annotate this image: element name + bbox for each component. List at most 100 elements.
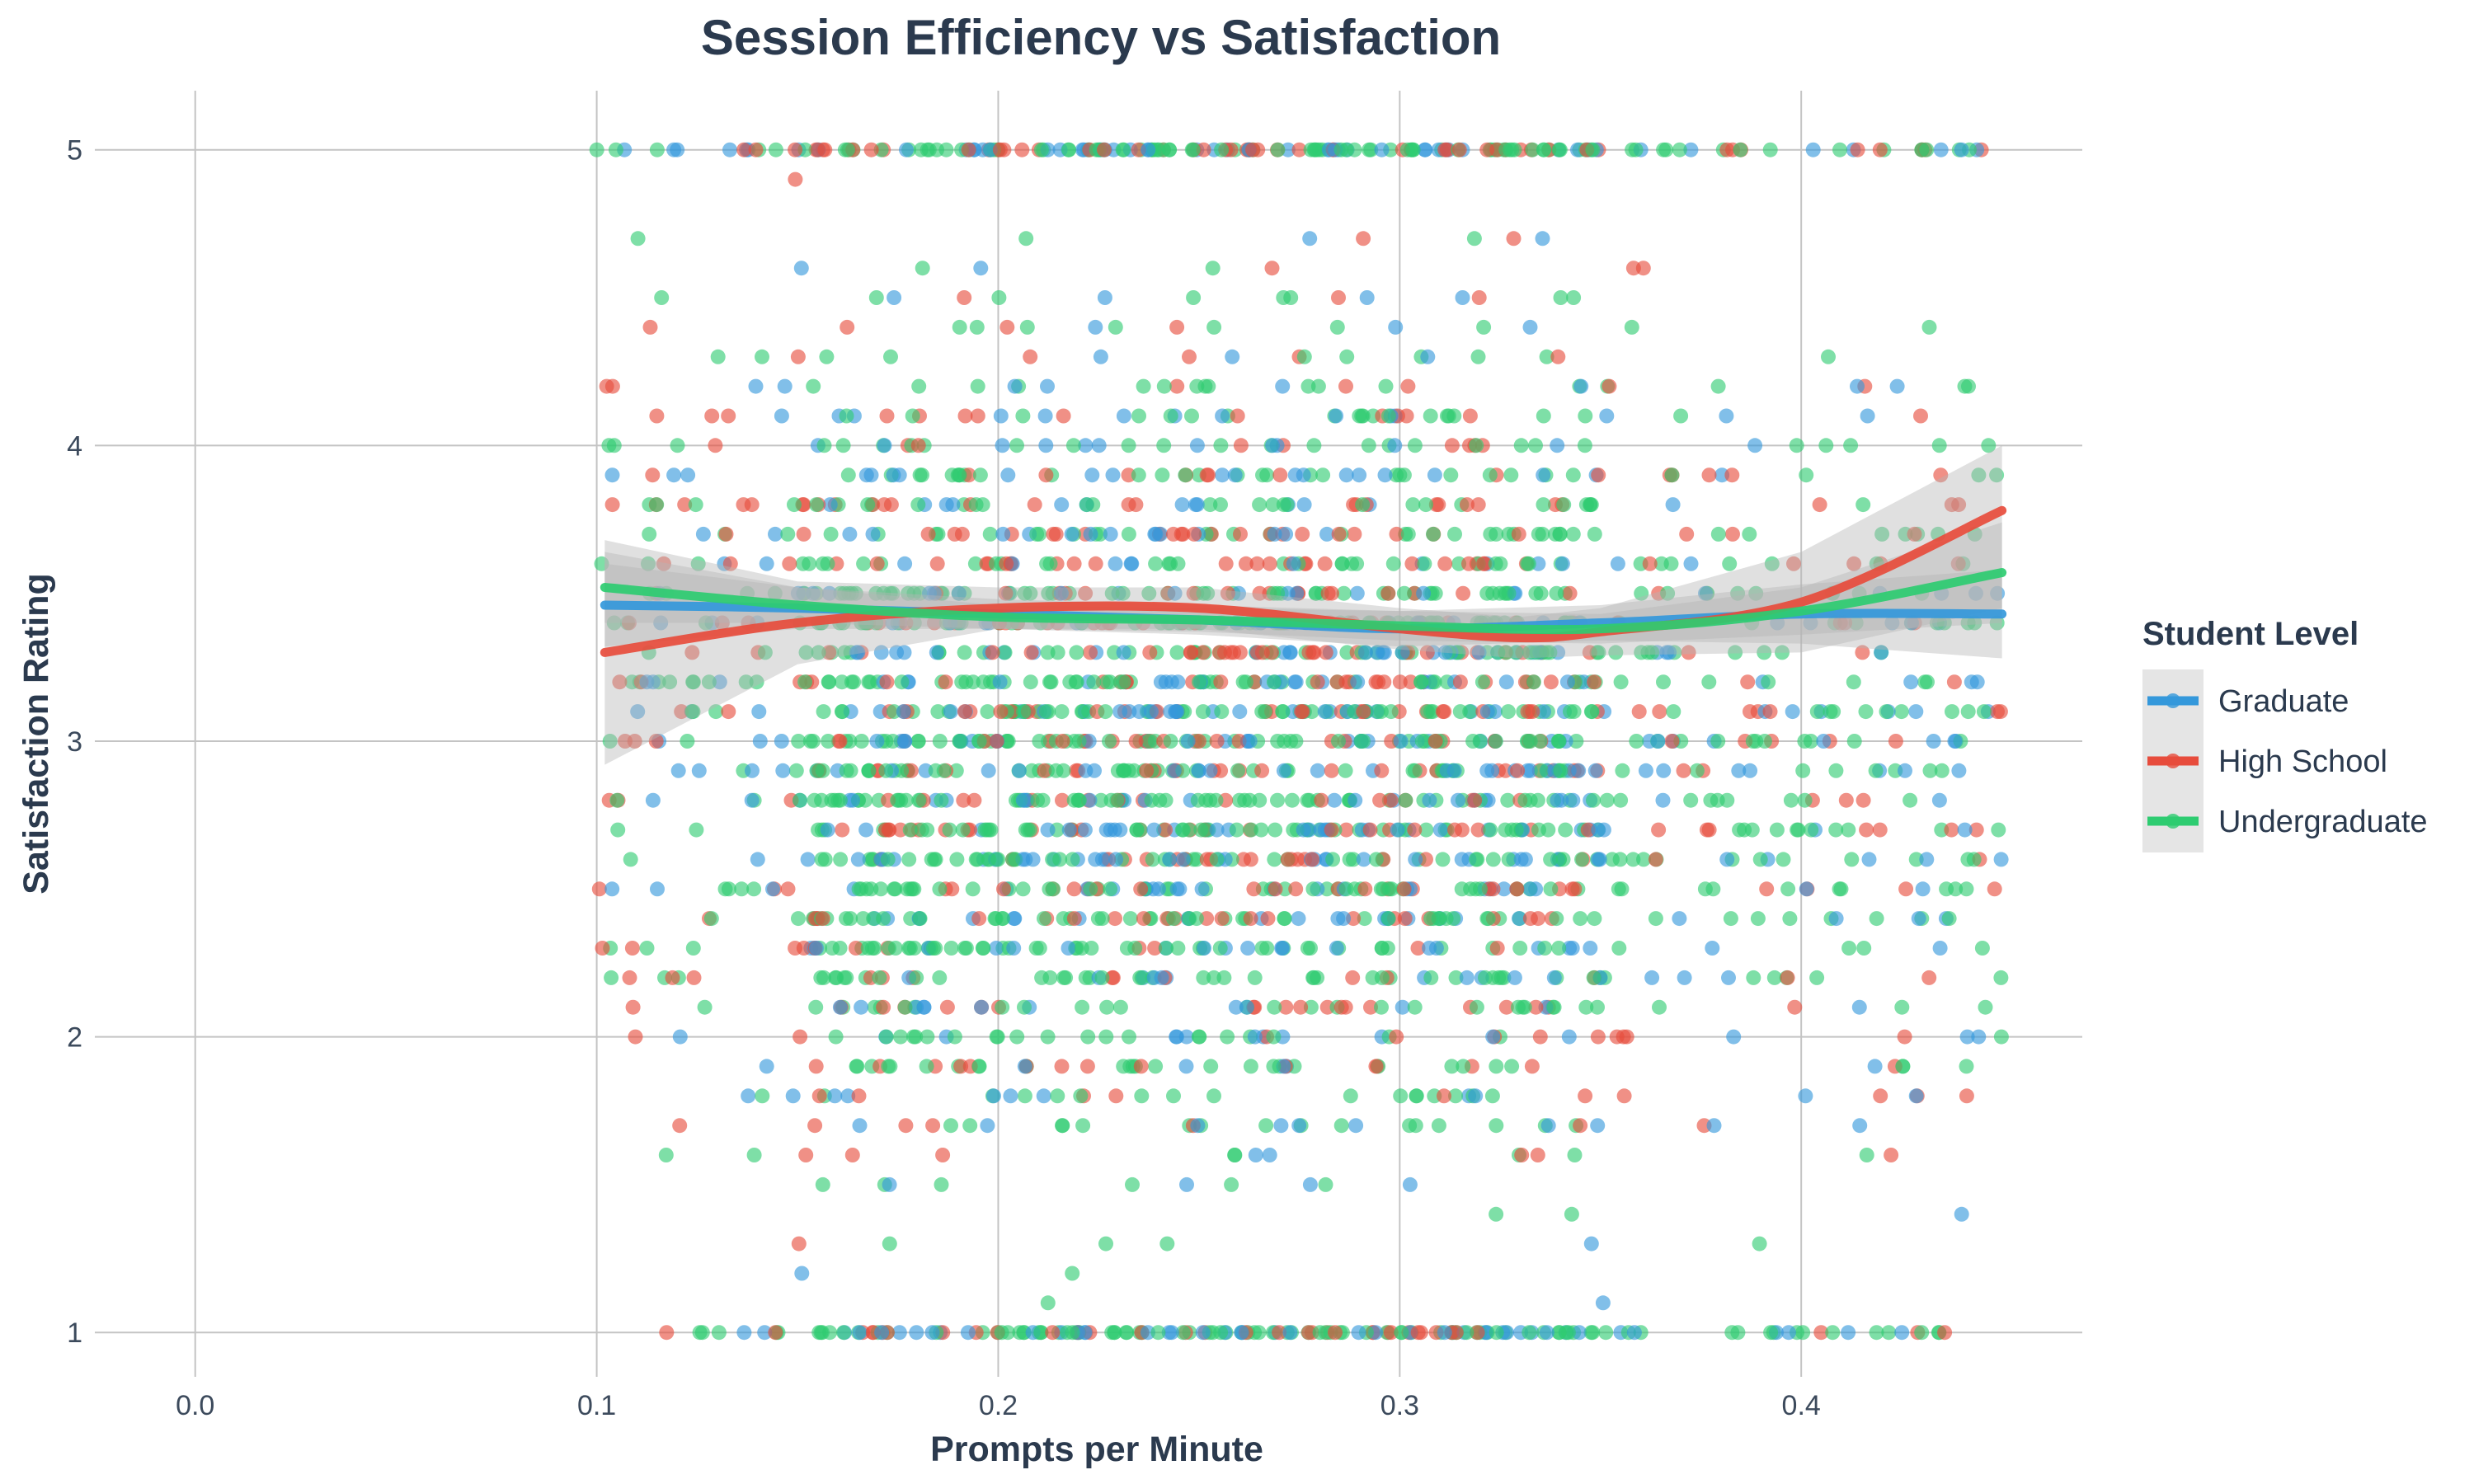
scatter-point (1145, 852, 1160, 867)
scatter-point (1195, 704, 1211, 720)
scatter-point (736, 142, 752, 157)
scatter-point (672, 1118, 688, 1134)
scatter-point (1314, 792, 1329, 808)
scatter-point (1859, 1148, 1874, 1162)
scatter-point (1038, 467, 1054, 483)
scatter-point (666, 142, 682, 157)
scatter-point (1489, 1325, 1504, 1341)
scatter-point (1898, 881, 1914, 897)
scatter-point (1103, 526, 1118, 542)
scatter-point (1300, 792, 1315, 808)
scatter-point (1679, 526, 1695, 542)
scatter-point (943, 941, 959, 956)
scatter-point (1139, 763, 1155, 778)
scatter-point (653, 615, 669, 631)
scatter-point (809, 941, 824, 956)
scatter-point (1959, 1029, 1975, 1045)
scatter-point (1555, 852, 1571, 867)
scatter-point (1631, 704, 1647, 720)
scatter-point (1825, 1325, 1841, 1341)
scatter-point (1437, 1088, 1451, 1104)
scatter-point (785, 1088, 801, 1104)
scatter-point (1456, 585, 1471, 601)
scatter-point (1590, 999, 1605, 1015)
scatter-point (1280, 142, 1296, 157)
scatter-point (604, 970, 619, 985)
scatter-point (905, 408, 920, 424)
scatter-point (860, 497, 876, 513)
scatter-point (1446, 763, 1462, 778)
scatter-point (759, 556, 774, 571)
scatter-point (1616, 1088, 1632, 1104)
scatter-point (993, 704, 1009, 720)
scatter-point (861, 763, 877, 778)
scatter-point (987, 911, 1003, 927)
scatter-point (1355, 497, 1371, 513)
x-tick-label: 0.1 (577, 1390, 616, 1421)
scatter-point (1108, 319, 1123, 335)
scatter-point (1371, 674, 1386, 690)
scatter-point (902, 822, 918, 838)
scatter-point (1353, 734, 1369, 749)
scatter-point (839, 911, 854, 927)
scatter-point (1780, 1325, 1796, 1341)
scatter-point (749, 674, 764, 690)
scatter-point (1174, 822, 1190, 838)
scatter-point (1038, 438, 1054, 453)
scatter-point (1254, 645, 1270, 660)
scatter-point (1259, 467, 1275, 483)
scatter-point (828, 1029, 844, 1045)
scatter-point (1058, 970, 1074, 985)
scatter-point (1249, 556, 1265, 571)
scatter-point (1410, 941, 1426, 956)
scatter-point (1254, 941, 1270, 956)
scatter-point (1398, 792, 1413, 808)
scatter-point (1234, 1325, 1249, 1341)
scatter-point (1148, 526, 1164, 542)
scatter-point (1723, 911, 1738, 927)
scatter-point (1018, 231, 1034, 247)
scatter-point (1624, 319, 1639, 335)
scatter-point (1023, 645, 1039, 660)
scatter-point (788, 142, 803, 157)
scatter-point (952, 734, 967, 749)
scatter-point (751, 704, 767, 720)
scatter-point (791, 1236, 807, 1252)
scatter-point (1293, 999, 1309, 1015)
scatter-point (1957, 822, 1973, 838)
scatter-point (1599, 792, 1615, 808)
scatter-point (1268, 822, 1283, 838)
scatter-point (992, 142, 1008, 157)
scatter-point (934, 1176, 949, 1192)
scatter-point (1202, 763, 1218, 778)
scatter-point (1470, 1325, 1485, 1341)
scatter-point (1591, 852, 1606, 867)
scatter-point (1017, 1088, 1032, 1104)
scatter-point (986, 1088, 1001, 1104)
scatter-point (1046, 881, 1061, 897)
scatter-point (1809, 704, 1825, 720)
scatter-point (1264, 261, 1280, 276)
scatter-point (1689, 763, 1705, 778)
legend-key-point (2166, 693, 2180, 708)
scatter-point (844, 1148, 860, 1162)
scatter-point (971, 1059, 987, 1074)
scatter-point (1131, 408, 1146, 424)
scatter-point (630, 231, 646, 247)
scatter-point (1333, 1118, 1349, 1134)
scatter-point (1539, 349, 1554, 364)
scatter-point (1578, 408, 1593, 424)
scatter-point (1116, 1059, 1131, 1074)
scatter-point (1757, 645, 1772, 660)
scatter-point (1125, 1176, 1140, 1192)
scatter-point (1644, 970, 1660, 985)
scatter-point (1809, 970, 1825, 985)
scatter-point (755, 1088, 770, 1104)
scatter-point (820, 822, 835, 838)
scatter-point (1554, 556, 1570, 571)
legend-label: Graduate (2218, 684, 2349, 719)
scatter-point (1585, 142, 1601, 157)
scatter-point (1278, 999, 1294, 1015)
scatter-point (722, 142, 737, 157)
scatter-point (1556, 497, 1572, 513)
